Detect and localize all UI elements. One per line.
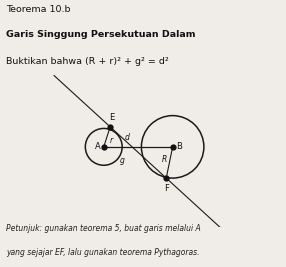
Text: Buktikan bahwa (R + r)² + g² = d²: Buktikan bahwa (R + r)² + g² = d²: [6, 57, 168, 66]
Text: r: r: [110, 136, 112, 145]
Text: F: F: [164, 184, 169, 194]
Text: Teorema 10.b: Teorema 10.b: [6, 5, 70, 14]
Text: g: g: [120, 156, 125, 166]
Text: R: R: [162, 155, 167, 164]
Text: E: E: [109, 113, 114, 122]
Text: Garis Singgung Persekutuan Dalam: Garis Singgung Persekutuan Dalam: [6, 30, 195, 39]
Text: d: d: [124, 133, 130, 142]
Text: yang sejajar EF, lalu gunakan teorema Pythagoras.: yang sejajar EF, lalu gunakan teorema Py…: [6, 248, 199, 257]
Text: A: A: [95, 142, 101, 151]
Text: Petunjuk: gunakan teorema 5, buat garis melalui A: Petunjuk: gunakan teorema 5, buat garis …: [6, 224, 200, 233]
Text: B: B: [176, 142, 182, 151]
